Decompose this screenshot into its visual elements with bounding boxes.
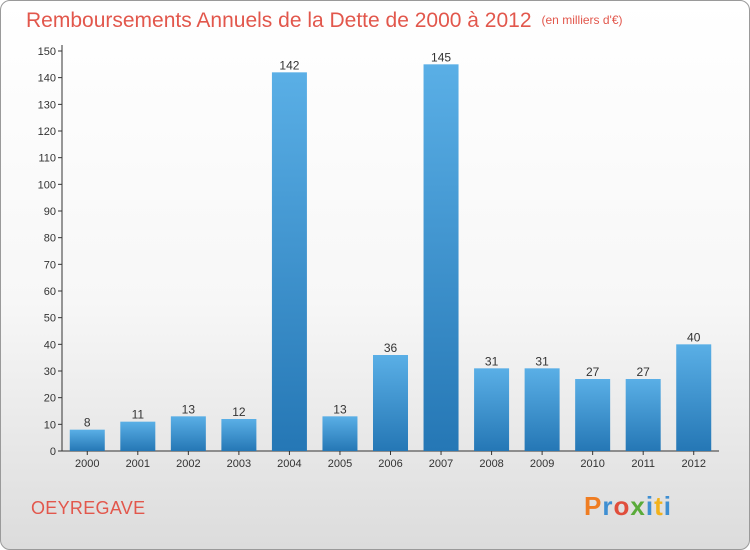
chart-unit: (en milliers d'€) (541, 13, 623, 27)
x-tick-label: 2001 (126, 458, 150, 470)
data-label: 40 (687, 330, 701, 344)
x-tick-label: 2000 (75, 458, 99, 470)
y-tick-label: 130 (38, 99, 56, 111)
x-axis: 2000 2001 2002 2003 2004 2005 2006 2007 2008 2009… (62, 450, 719, 470)
y-tick-label: 90 (44, 206, 56, 218)
y-tick-label: 140 (38, 73, 56, 85)
y-tick-label: 10 (44, 419, 56, 431)
x-tick-label: 2004 (277, 458, 301, 470)
x-tick-label: 2006 (378, 458, 402, 470)
logo-letter: x (630, 491, 646, 521)
y-tick-label: 70 (44, 259, 56, 271)
x-tick-label: 2002 (176, 458, 200, 470)
x-tick-label: 2005 (328, 458, 352, 470)
bars (69, 64, 712, 452)
x-tick-label: 2009 (530, 458, 554, 470)
y-tick-label: 120 (38, 126, 56, 138)
x-tick-label: 2003 (227, 458, 251, 470)
logo-letter: i (663, 491, 672, 521)
y-tick-label: 100 (38, 179, 56, 191)
commune-name: OEYREGAVE (31, 498, 146, 518)
y-tick-label: 0 (50, 446, 56, 458)
data-label: 31 (485, 354, 499, 368)
y-tick-label: 110 (38, 153, 56, 165)
bar-2005 (322, 416, 358, 451)
data-label: 12 (232, 405, 246, 419)
logo-letter: P (584, 491, 603, 521)
data-labels: 8 11 13 12 142 13 36 145 31 31 27 27 40 (84, 50, 701, 429)
bar-2010 (575, 379, 611, 451)
bar-2011 (625, 379, 661, 451)
logo-letter: r (602, 491, 614, 521)
x-tick-label: 2012 (681, 458, 705, 470)
x-tick-label: 2008 (479, 458, 503, 470)
bar-2003 (221, 419, 257, 451)
data-label: 27 (586, 365, 600, 379)
bar-2009 (524, 368, 560, 451)
data-label: 31 (535, 354, 549, 368)
y-tick-label: 40 (44, 339, 56, 351)
chart-title-text: Remboursements Annuels de la Dette de 20… (26, 9, 532, 32)
bar-2008 (474, 368, 510, 451)
x-tick-label: 2010 (580, 458, 604, 470)
y-tick-label: 30 (44, 366, 56, 378)
chart-title: Remboursements Annuels de la Dette de 20… (26, 9, 623, 33)
data-label: 13 (182, 402, 196, 416)
bar-2012 (676, 344, 712, 451)
y-tick-label: 20 (44, 393, 56, 405)
y-axis: 0 10 20 30 40 50 60 70 80 90 100 110 120 130 140 150 (38, 45, 63, 458)
bar-2004 (271, 72, 307, 451)
data-label: 27 (637, 365, 651, 379)
logo-letter: t (654, 491, 664, 521)
data-label: 11 (132, 408, 145, 422)
y-tick-label: 50 (44, 313, 56, 325)
bar-2001 (120, 421, 156, 451)
data-label: 13 (333, 402, 347, 416)
proxiti-logo[interactable]: Proxiti (584, 491, 672, 522)
y-tick-label: 80 (44, 233, 56, 245)
data-label: 142 (279, 58, 299, 72)
logo-letter: o (613, 491, 631, 521)
x-tick-label: 2011 (631, 458, 655, 470)
data-label: 145 (431, 50, 451, 64)
x-tick-label: 2007 (429, 458, 453, 470)
logo-letter: i (645, 491, 655, 521)
bar-2002 (170, 416, 206, 451)
y-tick-label: 60 (44, 286, 56, 298)
data-label: 8 (84, 416, 91, 430)
bar-2007 (423, 64, 459, 452)
data-label: 36 (384, 341, 398, 355)
bar-2000 (69, 429, 105, 451)
bar-2006 (373, 355, 408, 451)
y-tick-label: 150 (38, 46, 56, 58)
